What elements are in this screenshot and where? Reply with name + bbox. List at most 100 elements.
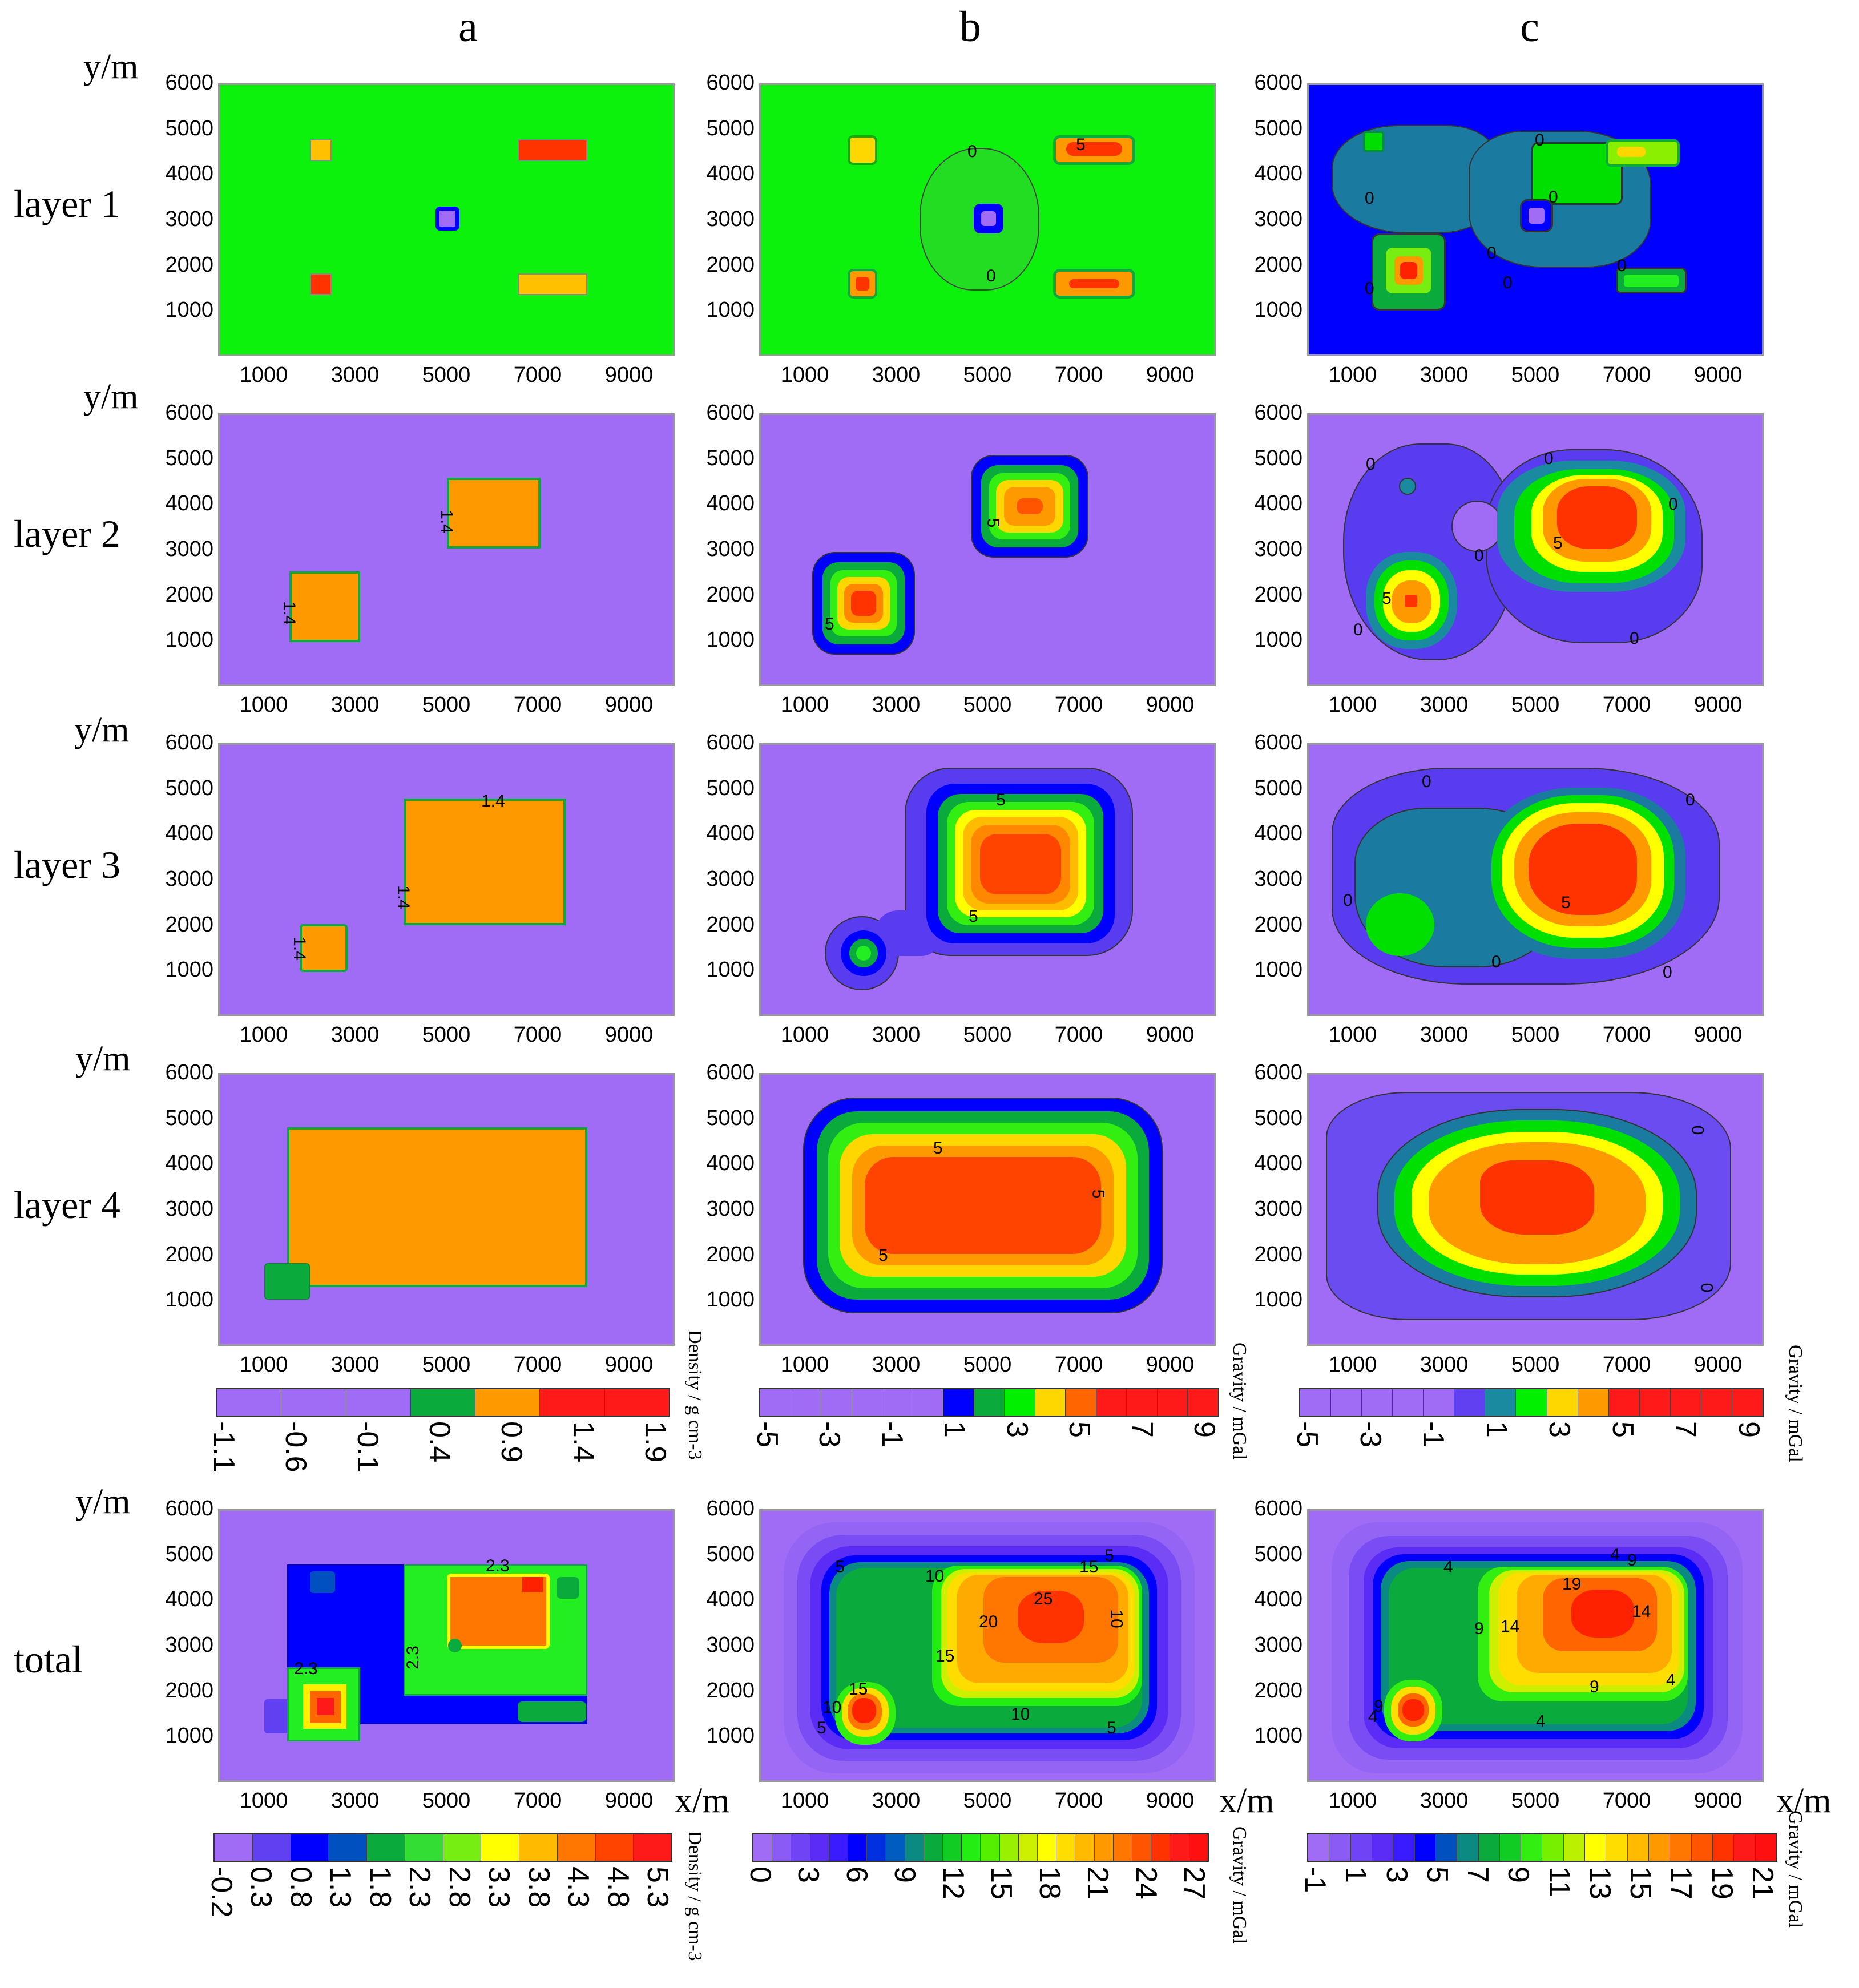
contour-label: 0 xyxy=(1630,629,1639,648)
colorbar-cell xyxy=(1096,1389,1127,1416)
contour-region xyxy=(1529,208,1545,224)
colorbar-tick-label: 5 xyxy=(1606,1421,1639,1438)
colorbar-tick-label: 1 xyxy=(938,1421,971,1438)
colorbar-title-layer-gravity-b: Gravity / mGal xyxy=(1229,1342,1250,1460)
y-tick-label: 3000 xyxy=(165,1197,213,1221)
contour-label: 0 xyxy=(1544,449,1554,468)
y-tick-label: 2000 xyxy=(165,582,213,607)
colorbar-cell xyxy=(1393,1389,1424,1416)
contour-label: 0 xyxy=(1365,189,1374,208)
contour-label: 0 xyxy=(986,267,996,285)
x-tick-label: 7000 xyxy=(513,1353,562,1377)
colorbar-tick-label: 7 xyxy=(1669,1421,1703,1438)
x-tick-label: 9000 xyxy=(1146,363,1195,387)
colorbar-tick-label: 5 xyxy=(1063,1421,1096,1438)
contour-region xyxy=(848,135,877,165)
y-tick-label: 5000 xyxy=(706,116,755,140)
y-tick-label: 5000 xyxy=(165,446,213,470)
y-tick-label: 6000 xyxy=(165,1060,213,1084)
contour-label: 5 xyxy=(817,1719,826,1737)
x-tick-label: 1000 xyxy=(1328,363,1377,387)
contour-label: 5 xyxy=(1076,135,1086,154)
y-tick-label: 3000 xyxy=(165,867,213,891)
contour-region xyxy=(1402,1699,1424,1721)
contour-label: 0 xyxy=(1685,791,1695,809)
colorbar-cell xyxy=(1350,1834,1372,1861)
colorbar-layer-gravity-c xyxy=(1299,1388,1764,1417)
colorbar-cell xyxy=(1670,1834,1692,1861)
colorbar-cell xyxy=(1639,1389,1671,1416)
colorbar-cell xyxy=(1188,1389,1218,1416)
y-tick-label: 2000 xyxy=(706,1242,755,1267)
colorbar-tick-label: 3.3 xyxy=(482,1866,516,1908)
contour-label: 4 xyxy=(1368,1707,1378,1726)
contour-label: 0 xyxy=(1668,495,1678,514)
colorbar-cell xyxy=(1372,1834,1394,1861)
contour-region xyxy=(1571,1590,1634,1638)
x-tick-label: 5000 xyxy=(963,1023,1012,1047)
x-tick-label: 9000 xyxy=(604,363,654,387)
colorbar-tick-label: 21 xyxy=(1746,1866,1779,1900)
x-tick-label: 9000 xyxy=(1146,693,1195,717)
colorbar-cell xyxy=(1499,1834,1522,1861)
colorbar-cell xyxy=(595,1834,634,1861)
colorbar-cell xyxy=(1113,1834,1133,1861)
density-block xyxy=(310,139,332,161)
colorbar-tick-label: 7 xyxy=(1125,1421,1159,1438)
x-tick-label: 1000 xyxy=(239,693,288,717)
density-block xyxy=(289,571,360,642)
contour-label: 5 xyxy=(1104,1546,1114,1565)
contour-label: 0 xyxy=(1697,1283,1716,1293)
y-tick-label: 6000 xyxy=(1254,1497,1302,1521)
colorbar-tick-label: 1.8 xyxy=(363,1866,397,1908)
x-tick-label: 9000 xyxy=(1693,1789,1743,1813)
plot-total-a: 2.3 2.3 2.3 xyxy=(218,1509,675,1782)
colorbar-tick-label: 21 xyxy=(1081,1866,1115,1900)
plot-layer3-b: 5 5 xyxy=(759,743,1216,1016)
colorbar-cell xyxy=(519,1834,558,1861)
y-tick-label: 1000 xyxy=(165,958,213,982)
colorbar-cell xyxy=(1329,1834,1351,1861)
y-tick-label: 2000 xyxy=(706,1678,755,1703)
x-tick-label: 3000 xyxy=(330,1023,380,1047)
colorbar-cell xyxy=(943,1389,974,1416)
contour-label: 15 xyxy=(849,1680,868,1699)
x-tick-label: 3000 xyxy=(1420,1789,1469,1813)
colorbar-cell xyxy=(481,1834,519,1861)
contour-label: 1.4 xyxy=(393,885,413,909)
colorbar-cell xyxy=(867,1834,886,1861)
colorbar-cell xyxy=(1005,1389,1035,1416)
x-tick-label: 9000 xyxy=(1146,1789,1195,1813)
plot-layer1-b: 0 0 5 xyxy=(759,83,1216,356)
x-tick-label: 9000 xyxy=(1693,693,1743,717)
column-letter-c: c xyxy=(1520,3,1539,51)
y-tick-label: 6000 xyxy=(706,71,755,95)
contour-label: 14 xyxy=(1501,1617,1520,1636)
colorbar-title-total-gravity-c: Gravity / mGal xyxy=(1785,1810,1806,1928)
x-tick-label: 1000 xyxy=(780,1789,829,1813)
density-block xyxy=(448,1639,462,1652)
colorbar-cell xyxy=(913,1389,944,1416)
plot-layer4-b: 5 5 5 xyxy=(759,1073,1216,1346)
y-tick-label: 6000 xyxy=(165,401,213,425)
colorbar-cell xyxy=(1094,1834,1114,1861)
colorbar-cell xyxy=(821,1389,852,1416)
colorbar-tick-label: 27 xyxy=(1177,1866,1211,1900)
y-tick-label: 3000 xyxy=(1254,207,1302,231)
y-tick-label: 1000 xyxy=(165,1288,213,1312)
plot-layer2-a: 1.4 1.4 xyxy=(218,413,675,686)
colorbar-cell xyxy=(1300,1389,1332,1416)
plot-layer1-a xyxy=(218,83,675,356)
colorbar-cell xyxy=(346,1389,411,1416)
y-tick-label: 5000 xyxy=(165,1106,213,1130)
colorbar-cell xyxy=(1670,1389,1701,1416)
y-tick-label: 4000 xyxy=(706,1151,755,1176)
colorbar-layer-gravity-b xyxy=(759,1388,1219,1417)
contour-region xyxy=(1366,893,1434,956)
contour-label: 2.3 xyxy=(403,1646,422,1670)
density-block xyxy=(557,1577,579,1599)
colorbar-cell xyxy=(291,1834,329,1861)
contour-label: 5 xyxy=(1561,893,1571,912)
x-tick-label: 1000 xyxy=(780,693,829,717)
colorbar-cell xyxy=(1732,1389,1763,1416)
